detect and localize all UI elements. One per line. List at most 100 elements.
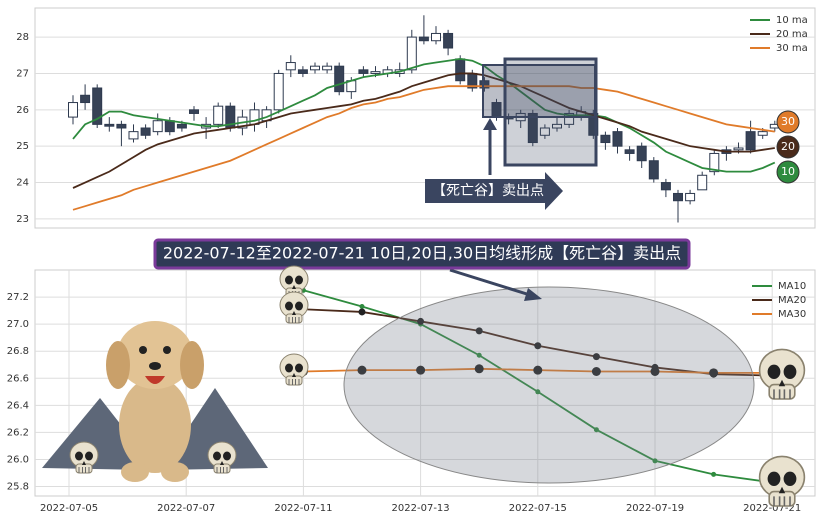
candle-body: [648, 160, 659, 180]
badge: [776, 135, 800, 159]
candle-body: [370, 71, 381, 74]
candle-body: [600, 134, 611, 144]
point: [535, 389, 541, 395]
point: [711, 471, 717, 477]
candle-body: [733, 147, 744, 151]
candle-body: [322, 65, 333, 71]
candle-body: [636, 145, 647, 162]
y-tick-label: 25: [16, 141, 29, 152]
candle-body: [213, 105, 224, 125]
point: [476, 352, 482, 358]
badge-label: 20: [781, 140, 795, 153]
candle-body: [564, 112, 575, 125]
ma-line: [72, 57, 776, 173]
legend-label: 10 ma: [776, 15, 808, 26]
candle-body: [624, 149, 635, 154]
x-tick-label: 2022-07-05: [40, 503, 98, 514]
y-tick-label: 28: [16, 32, 29, 43]
ma-line: [72, 85, 775, 211]
candle-body: [285, 62, 296, 71]
y-tick-label: 27: [16, 68, 29, 79]
candle-body: [334, 65, 345, 93]
candle-body: [660, 182, 671, 191]
badge: [776, 160, 800, 184]
point: [593, 427, 599, 433]
candle-body: [539, 127, 550, 136]
point: [475, 327, 483, 335]
candle-body: [164, 120, 175, 133]
y-tick-label: 26: [16, 105, 29, 116]
candle-body: [189, 109, 199, 114]
x-tick-label: 2022-07-13: [392, 503, 450, 514]
y-tick-label: 26.8: [7, 346, 29, 357]
candle-body: [418, 36, 429, 42]
point: [359, 304, 365, 310]
candle-body: [588, 112, 599, 136]
point: [417, 317, 425, 325]
candle-body: [479, 80, 490, 89]
candle-body: [297, 69, 308, 74]
candle-body: [140, 127, 151, 136]
point: [650, 366, 660, 376]
candle-body: [310, 65, 320, 71]
y-tick-label: 25.8: [7, 482, 29, 493]
point: [416, 365, 426, 375]
candle-body: [116, 123, 127, 129]
x-tick-label: 2022-07-07: [157, 503, 215, 514]
candle-body: [443, 32, 454, 49]
legend-label: MA20: [778, 295, 806, 306]
y-tick-label: 26.2: [7, 427, 29, 438]
candle-body: [709, 152, 720, 173]
candle-body: [431, 32, 441, 42]
badge-label: 10: [781, 165, 795, 178]
candle-body: [152, 120, 163, 133]
candle-body: [552, 123, 562, 129]
legend-label: 30 ma: [776, 43, 808, 54]
candle-body: [612, 131, 623, 147]
legend-label: 20 ma: [776, 29, 808, 40]
ma-line: [72, 72, 775, 189]
annotations: 【死亡谷】卖出点 2022-07-12至2022-07-21 10日,20日,3…: [153, 57, 755, 484]
candle-body: [757, 131, 768, 136]
candle-body: [673, 192, 683, 202]
candle-body: [68, 102, 78, 118]
badge-label: 30: [781, 115, 795, 128]
point: [592, 353, 600, 361]
x-tick-label: 2022-07-15: [509, 503, 567, 514]
candle-body: [104, 123, 115, 127]
candle-body: [249, 109, 260, 125]
badge: [776, 110, 800, 134]
y-tick-label: 27.0: [7, 319, 29, 330]
candle-body: [455, 58, 466, 82]
decoration: [42, 265, 806, 507]
point: [652, 458, 658, 464]
candle-body: [527, 112, 538, 144]
point: [533, 365, 543, 375]
y-tick-label: 27.2: [7, 292, 29, 303]
point: [357, 365, 367, 375]
y-tick-label: 26.0: [7, 454, 29, 465]
candle-body: [685, 192, 696, 202]
candle-body: [406, 36, 417, 71]
point: [534, 342, 542, 350]
x-tick-label: 2022-07-21: [743, 503, 801, 514]
y-tick-label: 26.4: [7, 400, 29, 411]
y-tick-label: 26.6: [7, 373, 29, 384]
y-tick-label: 23: [16, 214, 29, 225]
candle-body: [128, 131, 139, 140]
point: [591, 366, 601, 376]
legend-label: MA10: [778, 281, 806, 292]
legend-label: MA30: [778, 309, 806, 320]
x-tick-label: 2022-07-11: [274, 503, 332, 514]
candle-body: [745, 131, 756, 151]
annotation: 【死亡谷】卖出点: [432, 183, 544, 199]
candle-body: [92, 87, 103, 125]
banner: 2022-07-12至2022-07-21 10日,20日,30日均线形成【死亡…: [163, 244, 681, 263]
point: [358, 308, 366, 316]
candle-body: [273, 72, 284, 111]
point: [474, 364, 484, 374]
candle-body: [697, 174, 708, 191]
y-tick-label: 24: [16, 178, 29, 189]
candle-body: [358, 69, 369, 74]
